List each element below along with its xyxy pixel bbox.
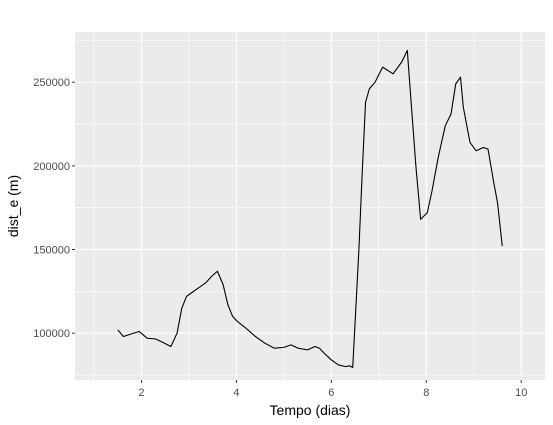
x-axis-title: Tempo (dias) [270, 402, 351, 418]
x-tick-label: 10 [515, 387, 527, 399]
series-line [117, 49, 503, 368]
x-tick-label: 8 [423, 387, 429, 399]
y-tick-label: 150000 [33, 245, 70, 257]
x-tick-label: 6 [328, 387, 334, 399]
grid-major-lines [75, 32, 545, 380]
y-tick-label: 200000 [33, 161, 70, 173]
y-tick-label: 250000 [33, 77, 70, 89]
x-tick-label: 2 [138, 387, 144, 399]
y-axis-title: dist_e (m) [5, 175, 21, 237]
plot-panel [75, 32, 545, 380]
x-axis-ticks: 2 4 6 8 10 [138, 380, 527, 399]
y-tick-label: 100000 [33, 328, 70, 340]
y-axis-ticks: 100000 150000 200000 250000 [33, 77, 75, 340]
x-tick-label: 4 [233, 387, 239, 399]
